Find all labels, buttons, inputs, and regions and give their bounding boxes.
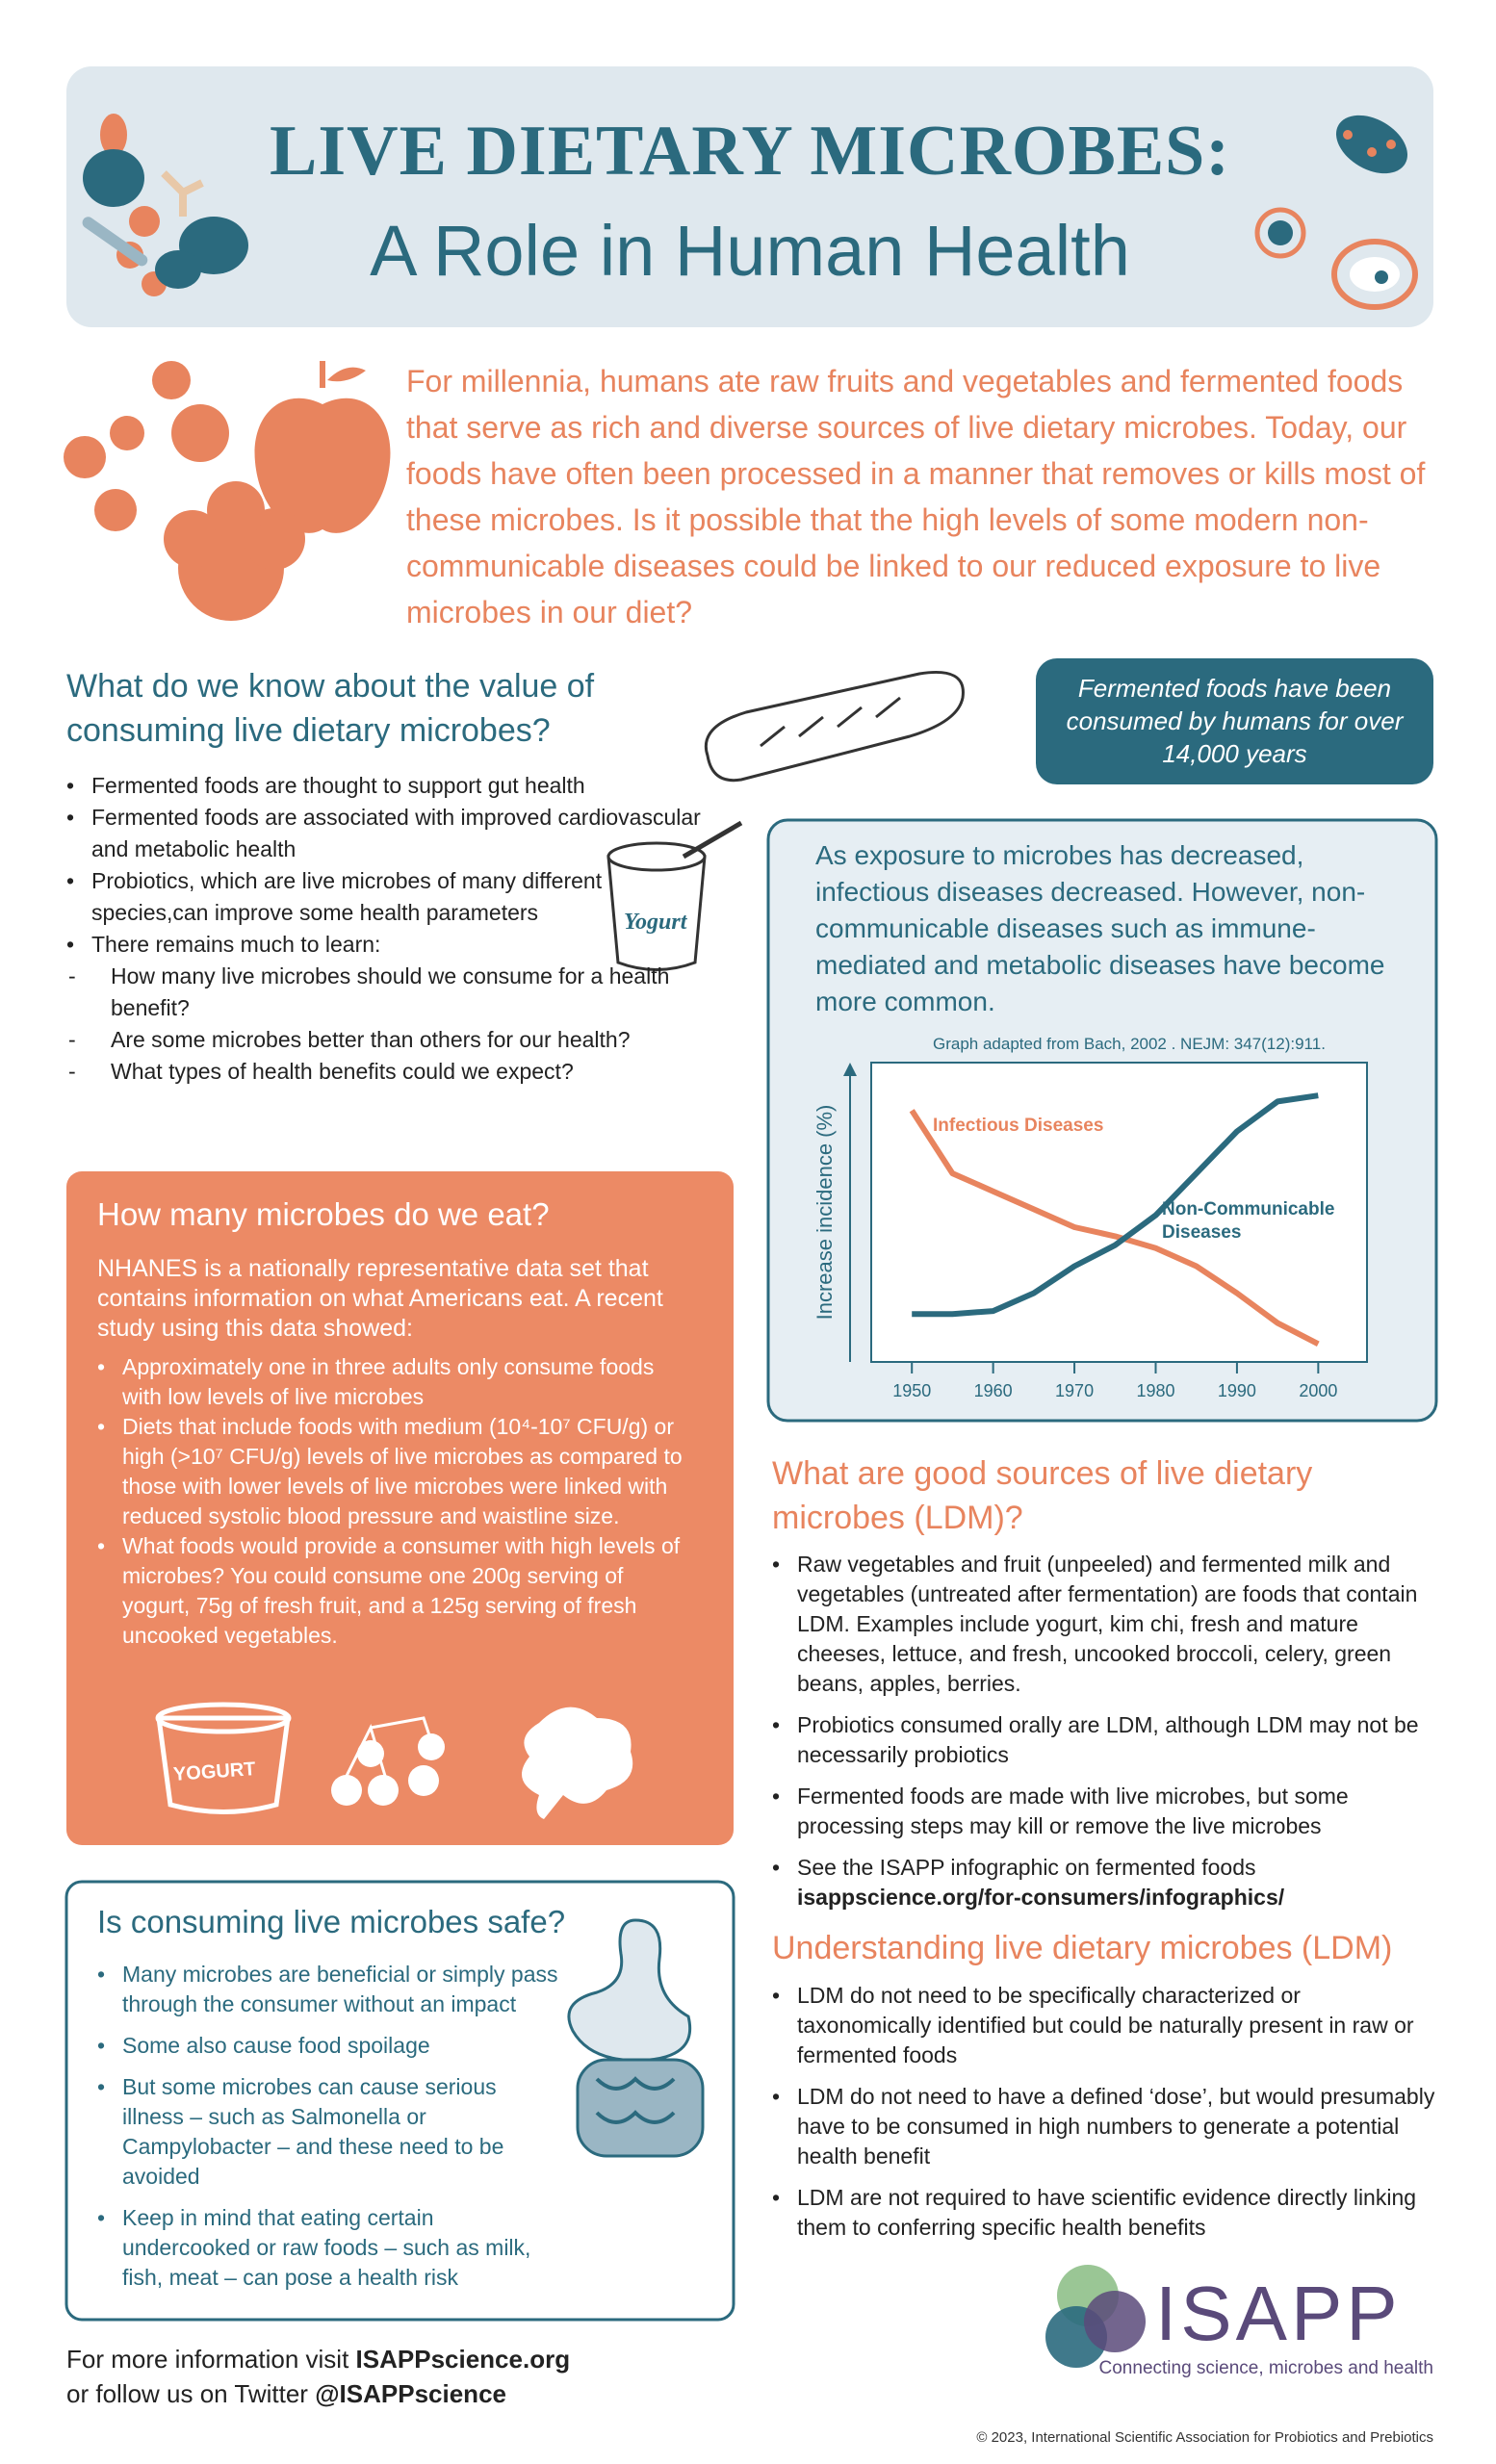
footer-line: For more information visit ISAPPscience.…	[66, 2345, 570, 2374]
bullet-item: Approximately one in three adults only c…	[97, 1352, 694, 1412]
bullet-item: How many live microbes should we consume…	[66, 961, 702, 1024]
x-tick-label: 1950	[892, 1381, 931, 1400]
footer-link[interactable]: ISAPPscience.org	[355, 2345, 571, 2374]
y-axis-label: Increase incidence (%)	[812, 1105, 837, 1321]
section-heading: Understanding live dietary microbes (LDM…	[772, 1930, 1393, 1966]
bread-icon	[705, 670, 965, 783]
arrow-head	[843, 1063, 857, 1076]
logo-mark	[1045, 2265, 1146, 2368]
logo-tagline: Connecting science, microbes and health	[1098, 2358, 1433, 2378]
footer-line: or follow us on Twitter @ISAPPscience	[66, 2379, 506, 2409]
bullet-item: Some also cause food spoilage	[97, 2031, 559, 2061]
annotation: Graph adapted from Bach, 2002 . NEJM: 34…	[933, 1035, 1326, 1053]
bullet-item: LDM do not need to be specifically chara…	[772, 1981, 1436, 2070]
footer-text: or follow us on Twitter	[66, 2379, 308, 2408]
bullet-item: LDM do not need to have a defined ‘dose’…	[772, 2082, 1436, 2171]
bullet-list: Approximately one in three adults only c…	[97, 1352, 694, 1651]
section-heading: Is consuming live microbes safe?	[97, 1904, 566, 1939]
title: LIVE DIETARY MICROBES:	[270, 112, 1230, 191]
gut-icon	[567, 1918, 705, 2158]
bullet-list: LDM do not need to be specifically chara…	[772, 1981, 1436, 2254]
fruit-icons	[64, 361, 391, 621]
bullet-item: What types of health benefits could we e…	[66, 1056, 702, 1088]
bullet-item: Keep in mind that eating certain underco…	[97, 2203, 559, 2293]
x-tick-label: 2000	[1299, 1381, 1337, 1400]
bullet-item: Probiotics, which are live microbes of m…	[66, 865, 702, 929]
header-microbes	[82, 114, 1418, 310]
bullet-item: Fermented foods are made with live micro…	[772, 1782, 1436, 1841]
bullet-item: Are some microbes better than others for…	[66, 1024, 702, 1056]
series-label: Non-Communicable Diseases	[1162, 1199, 1335, 1243]
bullet-list: Fermented foods are thought to support g…	[66, 770, 702, 1088]
bullet-item: Raw vegetables and fruit (unpeeled) and …	[772, 1550, 1436, 1699]
eat-icons	[155, 1702, 633, 1819]
bullet-item: Diets that include foods with medium (10…	[97, 1412, 694, 1531]
bullet-item: See the ISAPP infographic on fermented f…	[772, 1853, 1436, 1912]
bullet-item: There remains much to learn:	[66, 929, 702, 961]
chart-panel-text: As exposure to microbes has decreased, i…	[815, 840, 1385, 1016]
series-label: Infectious Diseases	[933, 1116, 1104, 1136]
chart: Graph adapted from Bach, 2002 . NEJM: 34…	[812, 1035, 1368, 1400]
link[interactable]: isappscience.org/for-consumers/infograph…	[797, 1885, 1285, 1910]
bullet-item: Fermented foods are thought to support g…	[66, 770, 702, 802]
bullet-item: LDM are not required to have scientific …	[772, 2183, 1436, 2243]
callout-text: Fermented foods have been consumed by hu…	[1066, 674, 1404, 768]
eat-intro: NHANES is a nationally representative da…	[97, 1255, 663, 1342]
footer-text: For more information visit	[66, 2345, 349, 2374]
bullet-item: Many microbes are beneficial or simply p…	[97, 1960, 559, 2019]
x-tick-label: 1980	[1136, 1381, 1174, 1400]
intro-text: For millennia, humans ate raw fruits and…	[406, 364, 1426, 629]
bullet-item: But some microbes can cause serious illn…	[97, 2072, 559, 2192]
section-heading: What do we know about the value of consu…	[66, 668, 595, 749]
data-line	[912, 1092, 1319, 1318]
section-heading: What are good sources of live dietary mi…	[772, 1455, 1313, 1536]
bullet-item: Probiotics consumed orally are LDM, alth…	[772, 1710, 1436, 1770]
subtitle: A Role in Human Health	[370, 211, 1130, 291]
x-tick-label: 1960	[974, 1381, 1013, 1400]
header-panel	[66, 66, 1433, 327]
icon-label: Yogurt	[624, 910, 687, 935]
bullet-list: Raw vegetables and fruit (unpeeled) and …	[772, 1550, 1436, 1924]
footer-link[interactable]: @ISAPPscience	[315, 2379, 506, 2408]
x-tick-label: 1970	[1055, 1381, 1094, 1400]
bullet-item: What foods would provide a consumer with…	[97, 1531, 694, 1651]
bullet-list: Many microbes are beneficial or simply p…	[97, 1960, 559, 2304]
callout-panel	[1036, 658, 1433, 784]
x-tick-label: 1990	[1218, 1381, 1256, 1400]
data-line	[909, 1109, 1320, 1347]
bullet-item: Fermented foods are associated with impr…	[66, 802, 702, 865]
logo-name: ISAPP	[1155, 2271, 1402, 2356]
section-heading: How many microbes do we eat?	[97, 1196, 550, 1232]
copyright: © 2023, International Scientific Associa…	[976, 2429, 1433, 2446]
